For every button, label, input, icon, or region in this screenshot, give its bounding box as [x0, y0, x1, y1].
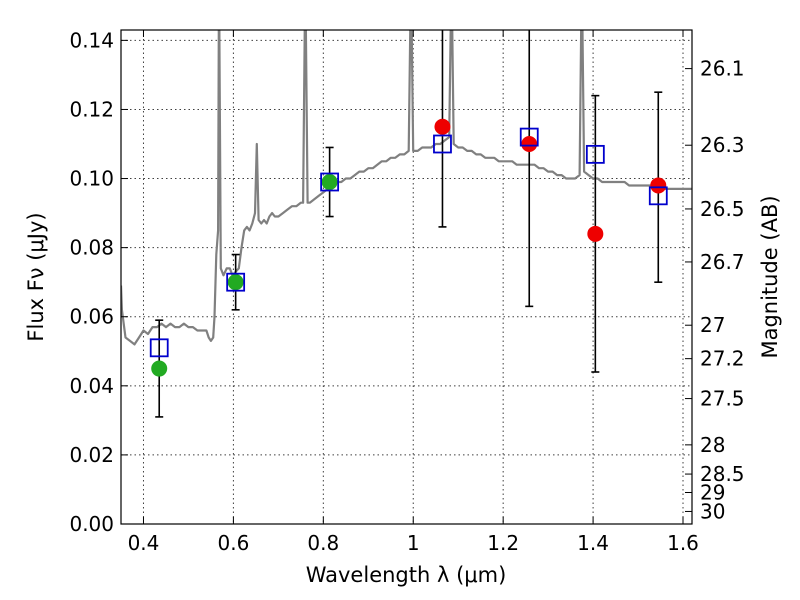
axis-ticks: 0.4 0.6 0.8 1 1.2 1.4 1.6 0.00 0.02 0.04 0.06 0.08 0… — [69, 28, 744, 555]
model-point — [226, 272, 246, 292]
data-point — [434, 118, 451, 135]
y-tick-label: 0.02 — [69, 443, 114, 467]
y-tick-label: 0.06 — [69, 305, 114, 329]
model-point — [519, 127, 539, 147]
y-tick-label: 0.08 — [69, 236, 114, 260]
x-tick-label: 0.6 — [217, 531, 249, 555]
y-tick-label: 0.12 — [69, 97, 114, 121]
data-point — [151, 360, 168, 377]
grid-lines — [121, 30, 692, 525]
y-tick-label: 0.10 — [69, 167, 114, 191]
y-axis-label: Flux Fν (μJy) — [24, 212, 48, 341]
x-axis-label: Wavelength λ (μm) — [306, 563, 507, 587]
x-tick-label: 1.4 — [577, 531, 609, 555]
model-point — [585, 144, 605, 164]
y-tick-label: 0.00 — [69, 512, 114, 536]
model-point — [320, 172, 340, 192]
y-tick-label: 0.04 — [69, 374, 114, 398]
x-tick-label: 1.2 — [487, 531, 519, 555]
y2-tick-label: 26.3 — [700, 133, 745, 157]
x-tick-label: 1.6 — [667, 531, 699, 555]
y2-tick-label: 26.7 — [700, 250, 745, 274]
data-point — [521, 136, 538, 152]
model-point — [149, 338, 169, 358]
data-point — [650, 177, 667, 194]
y2-tick-label: 28.5 — [700, 462, 745, 486]
x-tick-label: 1 — [407, 531, 420, 555]
plot-frame — [120, 29, 693, 525]
y2-tick-label: 26.1 — [700, 57, 745, 81]
y2-tick-label: 28 — [700, 433, 725, 457]
y2-tick-label: 26.5 — [700, 197, 745, 221]
model-point — [433, 134, 452, 154]
y2-tick-label: 30 — [700, 499, 725, 523]
y2-tick-label: 27.5 — [700, 387, 745, 411]
data-point — [321, 174, 338, 190]
y2-tick-label: 29 — [700, 480, 725, 504]
plot-area — [121, 30, 692, 418]
y-tick-label: 0.14 — [69, 28, 114, 52]
x-tick-label: 0.8 — [307, 531, 339, 555]
y2-axis-label: Magnitude (AB) — [758, 195, 782, 358]
data-point — [227, 274, 244, 291]
model-point — [648, 186, 668, 206]
data-point — [587, 225, 604, 242]
y2-tick-label: 27.2 — [700, 347, 745, 371]
x-tick-label: 0.4 — [128, 531, 160, 555]
spectrum-line — [121, 30, 692, 346]
y2-tick-label: 27 — [700, 313, 725, 337]
